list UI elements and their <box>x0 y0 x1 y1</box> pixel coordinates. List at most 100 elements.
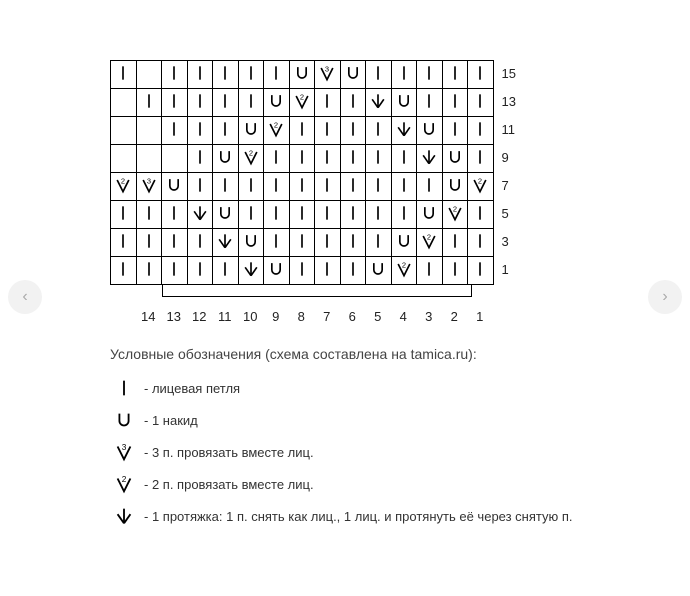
chart-cell <box>315 173 341 201</box>
chart-cell <box>162 257 188 285</box>
svg-text:2: 2 <box>249 148 253 157</box>
col-label: 13 <box>161 309 187 324</box>
chart-cell <box>468 61 494 89</box>
chart-cell <box>162 229 188 257</box>
col-label: 2 <box>442 309 468 324</box>
legend-symbol: 3 <box>110 440 138 464</box>
chart-cell <box>136 257 162 285</box>
chart-cell <box>187 173 213 201</box>
chart-cell <box>340 61 366 89</box>
chart-cell <box>162 89 188 117</box>
legend: - лицевая петля- 1 накид3- 3 п. провязат… <box>110 376 600 528</box>
chart-cell <box>213 117 239 145</box>
chart-cell <box>442 117 468 145</box>
chart-cell <box>442 229 468 257</box>
chart-cell <box>366 201 392 229</box>
chart-cell <box>162 201 188 229</box>
chart-cell <box>468 201 494 229</box>
chart-cell <box>417 117 443 145</box>
col-label: 8 <box>289 309 315 324</box>
chart-cell <box>366 117 392 145</box>
col-label: 12 <box>187 309 213 324</box>
col-label: 1 <box>467 309 493 324</box>
chart-cell <box>289 61 315 89</box>
chart-cell: 2 <box>264 117 290 145</box>
chart-cell <box>442 61 468 89</box>
chart-cell <box>442 173 468 201</box>
chart-cell <box>111 61 137 89</box>
chart-cell: 2 <box>417 229 443 257</box>
col-label: 7 <box>314 309 340 324</box>
chart-cell <box>264 145 290 173</box>
chart-cell <box>417 257 443 285</box>
chart-cell <box>391 173 417 201</box>
chart-cell <box>111 257 137 285</box>
chart-cell <box>417 201 443 229</box>
chart-cell <box>162 117 188 145</box>
chart-cell <box>468 89 494 117</box>
legend-symbol: 2 <box>110 472 138 496</box>
chart-cell <box>264 173 290 201</box>
chart-cell <box>238 173 264 201</box>
legend-item: - 1 накид <box>110 408 600 432</box>
chart-cell <box>264 229 290 257</box>
legend-text: - 1 протяжка: 1 п. снять как лиц., 1 лиц… <box>144 509 573 524</box>
chart-cell <box>238 201 264 229</box>
row-label: 15 <box>502 60 516 88</box>
svg-text:2: 2 <box>300 92 304 101</box>
chart-area: 3222232222 1413121110987654321 151311975… <box>110 60 600 324</box>
legend-symbol <box>110 408 138 432</box>
chart-cell <box>468 117 494 145</box>
chart-cell <box>366 257 392 285</box>
chart-cell <box>111 229 137 257</box>
legend-item: 3- 3 п. провязать вместе лиц. <box>110 440 600 464</box>
chart-cell <box>366 145 392 173</box>
chart-cell <box>213 61 239 89</box>
row-label: 7 <box>502 172 516 200</box>
chart-cell <box>468 145 494 173</box>
col-label: 10 <box>238 309 264 324</box>
chart-cell <box>417 61 443 89</box>
chart-cell <box>264 257 290 285</box>
chart-cell <box>315 145 341 173</box>
chart-cell <box>187 201 213 229</box>
svg-text:2: 2 <box>453 204 457 213</box>
chart-cell <box>136 229 162 257</box>
row-label: 9 <box>502 144 516 172</box>
chart-cell: 3 <box>136 173 162 201</box>
chart-cell <box>264 89 290 117</box>
chart-cell <box>315 117 341 145</box>
legend-text: - 1 накид <box>144 413 198 428</box>
chart-cell <box>468 229 494 257</box>
legend-item: 2- 2 п. провязать вместе лиц. <box>110 472 600 496</box>
chart-cell <box>111 201 137 229</box>
chart-cell <box>187 229 213 257</box>
svg-text:2: 2 <box>274 120 278 129</box>
chart-cell <box>289 173 315 201</box>
row-label: 11 <box>502 116 516 144</box>
chart-cell <box>187 117 213 145</box>
svg-text:2: 2 <box>478 176 482 185</box>
chart-cell <box>391 145 417 173</box>
chart-cell <box>264 61 290 89</box>
chart-cell <box>187 89 213 117</box>
col-label: 9 <box>263 309 289 324</box>
chart-cell <box>468 257 494 285</box>
chart-cell <box>340 229 366 257</box>
chart-cell <box>213 145 239 173</box>
chart-cell <box>162 145 188 173</box>
col-label: 11 <box>212 309 238 324</box>
column-labels: 1413121110987654321 <box>110 309 494 324</box>
svg-text:2: 2 <box>402 260 406 269</box>
chart-cell <box>187 61 213 89</box>
chart-cell <box>187 257 213 285</box>
chart-cell <box>136 201 162 229</box>
chart-cell <box>136 89 162 117</box>
chart-cell <box>340 201 366 229</box>
chart-cell <box>238 229 264 257</box>
chart-cell <box>289 145 315 173</box>
chart-cell <box>213 201 239 229</box>
chart-cell <box>366 173 392 201</box>
chart-cell <box>391 117 417 145</box>
chart-cell <box>366 89 392 117</box>
